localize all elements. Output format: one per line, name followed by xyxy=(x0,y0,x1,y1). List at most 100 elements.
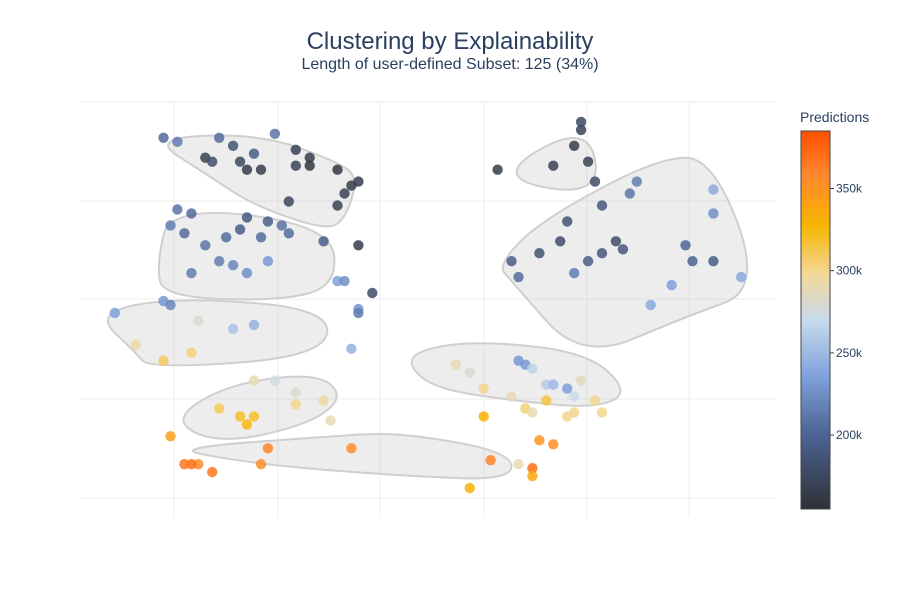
data-point xyxy=(332,200,343,211)
data-point xyxy=(241,267,253,279)
data-point xyxy=(569,391,580,402)
data-point xyxy=(158,355,169,366)
data-point xyxy=(325,415,336,426)
data-point xyxy=(478,411,489,422)
data-point xyxy=(248,148,260,159)
chart-subtitle: Length of user-defined Subset: 125 (34%) xyxy=(301,56,599,73)
data-point xyxy=(353,240,364,251)
data-point xyxy=(589,176,601,187)
data-point xyxy=(234,156,246,167)
data-point xyxy=(575,375,587,386)
data-point xyxy=(179,459,190,470)
data-point xyxy=(283,196,294,207)
data-point xyxy=(318,236,329,247)
colorbar-gradient xyxy=(800,130,831,510)
colorbar-tick-label: 300k xyxy=(836,264,863,278)
data-point xyxy=(332,164,343,175)
data-point xyxy=(200,240,211,251)
data-point xyxy=(541,395,552,406)
data-point xyxy=(464,367,475,378)
data-point xyxy=(165,220,176,231)
data-point xyxy=(207,156,218,167)
colorbar-tick-label: 350k xyxy=(836,182,863,196)
data-point xyxy=(534,248,545,259)
data-point xyxy=(645,299,656,311)
data-point xyxy=(548,439,559,450)
data-point xyxy=(290,387,301,398)
data-point xyxy=(255,232,267,243)
data-point xyxy=(227,323,239,335)
data-point xyxy=(304,160,315,171)
data-point xyxy=(304,152,315,163)
data-point xyxy=(596,200,608,211)
data-point xyxy=(241,419,253,430)
data-point xyxy=(708,208,719,219)
data-point xyxy=(130,339,141,350)
data-point xyxy=(255,459,267,470)
data-point xyxy=(262,256,274,267)
data-point xyxy=(234,411,246,422)
data-point xyxy=(478,383,489,394)
data-point xyxy=(214,403,225,414)
data-point xyxy=(346,443,357,454)
data-point xyxy=(527,407,538,418)
cluster-5-hull xyxy=(106,299,329,367)
grid-lines xyxy=(80,101,776,518)
data-point xyxy=(527,363,538,374)
data-point xyxy=(569,140,580,151)
data-point xyxy=(269,128,281,139)
data-point xyxy=(548,160,559,171)
colorbar: Predictions 200k 250k 300k 350k xyxy=(800,109,869,510)
data-point xyxy=(506,256,517,267)
data-point xyxy=(248,319,260,331)
data-point xyxy=(165,431,176,442)
data-point xyxy=(339,275,350,287)
data-point xyxy=(624,188,635,199)
data-point xyxy=(339,188,350,199)
data-point xyxy=(666,279,677,291)
data-point xyxy=(485,455,496,466)
data-point xyxy=(221,232,232,243)
data-point xyxy=(353,307,364,319)
data-point xyxy=(172,204,183,215)
data-point xyxy=(276,220,287,231)
data-point xyxy=(575,116,587,128)
data-point xyxy=(318,395,329,406)
data-point xyxy=(562,383,573,394)
data-point xyxy=(527,470,538,482)
data-point xyxy=(234,224,246,235)
data-point xyxy=(290,144,301,155)
data-point xyxy=(582,156,594,167)
data-point xyxy=(534,435,545,446)
cluster-4-hull xyxy=(157,211,336,301)
data-point xyxy=(569,267,580,279)
data-point xyxy=(680,240,691,251)
data-point xyxy=(687,256,698,267)
data-point xyxy=(186,267,197,279)
data-point xyxy=(596,248,608,259)
cluster-7-hull xyxy=(182,375,338,440)
data-points xyxy=(109,116,747,494)
data-point xyxy=(109,307,121,319)
data-point xyxy=(367,287,378,299)
data-point xyxy=(527,463,538,474)
data-point xyxy=(248,375,260,386)
data-point xyxy=(241,164,253,175)
data-point xyxy=(582,256,594,267)
data-point xyxy=(513,459,524,470)
data-point xyxy=(214,132,225,143)
data-point xyxy=(165,299,176,311)
data-point xyxy=(617,244,629,255)
data-point xyxy=(569,407,580,418)
data-point xyxy=(708,256,719,267)
data-point xyxy=(575,124,587,136)
data-point xyxy=(450,359,461,370)
data-point xyxy=(346,180,357,191)
data-point xyxy=(262,443,274,454)
data-point xyxy=(262,216,274,227)
data-point xyxy=(158,132,169,143)
data-point xyxy=(248,411,260,422)
data-point xyxy=(708,184,719,195)
data-point xyxy=(506,391,517,402)
